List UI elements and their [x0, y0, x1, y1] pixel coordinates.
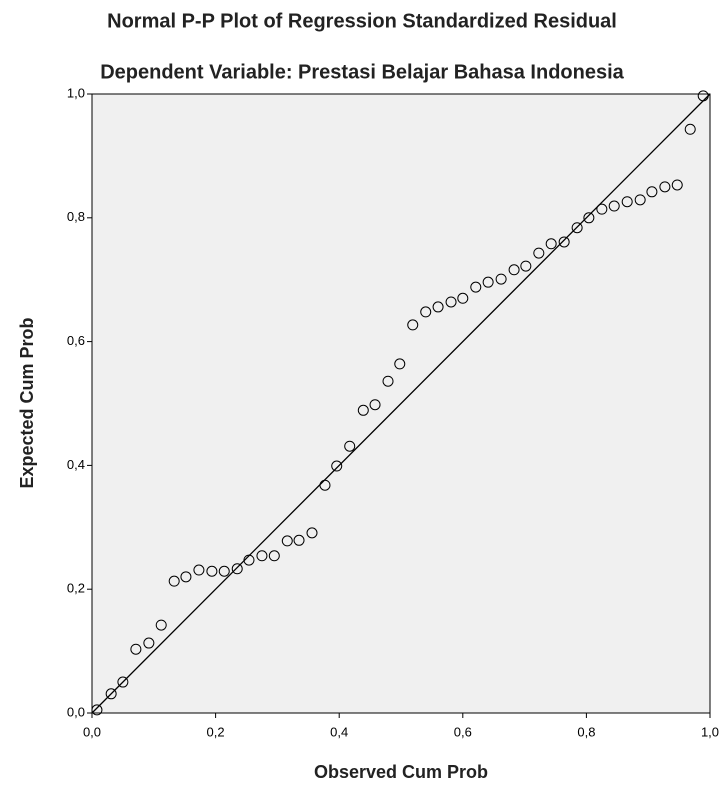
- x-tick-label: 0,4: [330, 724, 348, 739]
- x-axis-label: Observed Cum Prob: [314, 762, 488, 782]
- x-tick-label: 0,6: [454, 724, 472, 739]
- y-tick-label: 0,2: [67, 581, 85, 596]
- y-axis-label: Expected Cum Prob: [17, 317, 37, 488]
- x-tick-label: 0,8: [577, 724, 595, 739]
- y-tick-label: 0,8: [67, 209, 85, 224]
- x-tick-label: 1,0: [701, 724, 719, 739]
- chart-subtitle: Dependent Variable: Prestasi Belajar Bah…: [100, 61, 624, 83]
- chart-title: Normal P-P Plot of Regression Standardiz…: [107, 10, 617, 32]
- chart: Normal P-P Plot of Regression Standardiz…: [0, 0, 725, 787]
- x-tick-label: 0,2: [207, 724, 225, 739]
- y-tick-label: 0,4: [67, 457, 85, 472]
- x-tick-label: 0,0: [83, 724, 101, 739]
- y-tick-label: 1,0: [67, 85, 85, 100]
- y-tick-label: 0,0: [67, 704, 85, 719]
- y-tick-label: 0,6: [67, 333, 85, 348]
